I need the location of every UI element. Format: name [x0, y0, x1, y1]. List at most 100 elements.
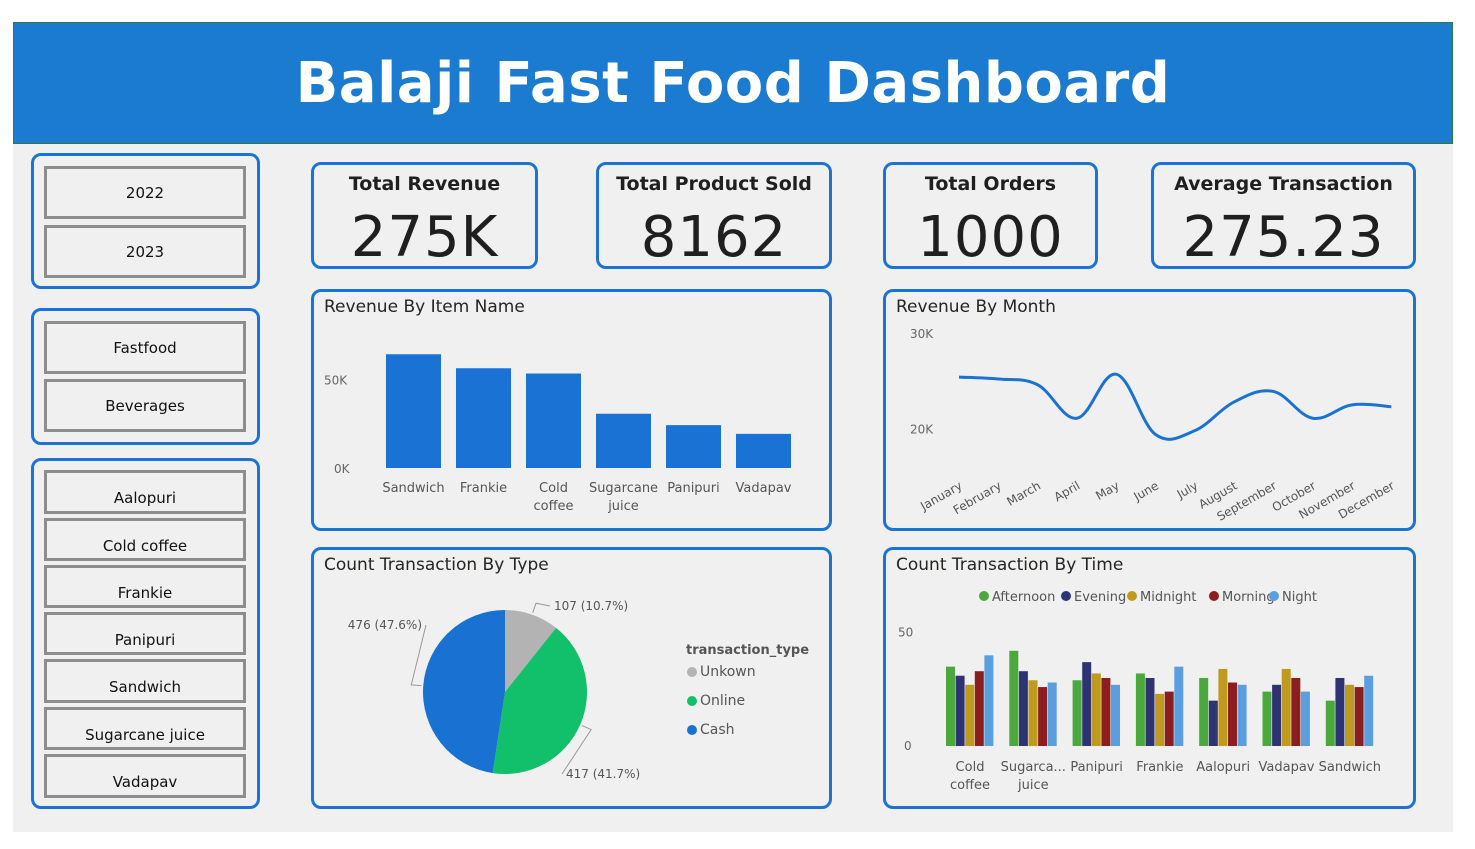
leader-line: [561, 725, 592, 775]
x-tick-label: Aalopuri: [1196, 760, 1250, 775]
legend-label: Evening: [1074, 590, 1126, 605]
bar: [1262, 691, 1272, 746]
item-cold-coffee-button[interactable]: Cold coffee: [44, 518, 246, 561]
item-name-slicer: Aalopuri Cold coffee Frankie Panipuri Sa…: [31, 458, 260, 809]
dashboard-header: Balaji Fast Food Dashboard: [13, 22, 1453, 144]
kpi-average-transaction-card: Average Transaction 275.23: [1151, 162, 1416, 270]
transaction-time-chart-panel: Count Transaction By Time 0 50 Afternoon Ev…: [883, 547, 1416, 809]
x-tick-label: juice: [1017, 778, 1049, 793]
bar: [1091, 673, 1101, 746]
bar: [736, 433, 791, 468]
bar: [1082, 662, 1092, 746]
x-tick-label: Sandwich: [1319, 760, 1381, 775]
legend-label: Cash: [700, 722, 735, 738]
series-line: [958, 372, 1392, 441]
data-label: 417 (41.7%): [566, 767, 640, 781]
y-tick-label: 0K: [334, 462, 351, 476]
chart-title: Count Transaction By Time: [896, 555, 1124, 575]
bar: [1345, 684, 1354, 746]
bar: [666, 425, 721, 468]
bar: [386, 354, 441, 468]
kpi-value: 275K: [350, 205, 499, 270]
bar: [1164, 691, 1174, 746]
x-tick-label: Panipuri: [1070, 760, 1123, 775]
x-tick-label: coffee: [950, 778, 990, 793]
kpi-value: 1000: [917, 205, 1064, 270]
bar: [1281, 668, 1291, 746]
legend-label: Midnight: [1140, 590, 1197, 605]
legend-marker: [1061, 591, 1071, 601]
year-2022-button[interactable]: 2022: [44, 166, 246, 219]
transaction-type-chart-panel: Count Transaction By Type 107 (10.7%) 417…: [311, 547, 832, 809]
kpi-label: Total Revenue: [348, 173, 501, 195]
item-aalopuri-button[interactable]: Aalopuri: [44, 470, 246, 514]
legend-marker: [687, 725, 697, 735]
bar: [1199, 678, 1209, 746]
bar: [1272, 684, 1282, 746]
bar: [965, 684, 975, 746]
bar: [1111, 684, 1120, 746]
y-tick-label: 20K: [910, 423, 934, 437]
x-tick-label: Frankie: [460, 481, 507, 496]
item-vadapav-button[interactable]: Vadapav: [44, 754, 246, 798]
bar: [1300, 691, 1310, 746]
bar: [1364, 675, 1374, 746]
pie-slice: [423, 610, 505, 774]
year-2023-button[interactable]: 2023: [44, 225, 246, 278]
y-tick-label: 50: [898, 626, 913, 640]
legend-marker: [979, 591, 989, 601]
revenue-by-item-chart: 0K 50K Sandwich Frankie Cold coffee Sugarcane j…: [324, 354, 792, 514]
item-type-beverages-button[interactable]: Beverages: [44, 379, 246, 432]
y-tick-label: 30K: [910, 327, 934, 341]
x-tick-label: Sugarca...: [1001, 760, 1066, 775]
bar: [1135, 673, 1145, 746]
legend-marker: [687, 696, 697, 706]
bar: [456, 368, 511, 468]
kpi-total-revenue-card: Total Revenue 275K: [311, 162, 538, 270]
bar: [974, 671, 984, 746]
bar: [1218, 668, 1228, 746]
y-tick-label: 50K: [324, 374, 348, 388]
bar: [1072, 680, 1082, 746]
bar: [1335, 678, 1345, 746]
chart-title: Revenue By Item Name: [324, 297, 525, 317]
legend-label: Night: [1282, 590, 1317, 605]
x-tick-label: Sugarcane: [589, 481, 658, 496]
bar: [1009, 650, 1019, 746]
kpi-label: Average Transaction: [1174, 173, 1393, 195]
chart-title: Count Transaction By Type: [324, 555, 549, 575]
bar: [1354, 687, 1364, 746]
revenue-by-item-chart-panel: Revenue By Item Name 0K 50K Sandwich Franki…: [311, 289, 832, 531]
x-tick-label: Sandwich: [382, 481, 444, 496]
bar: [1155, 693, 1165, 746]
bar: [1325, 700, 1335, 746]
bar: [1208, 700, 1218, 746]
bar: [946, 666, 955, 746]
year-slicer: 2022 2023: [31, 153, 260, 289]
bar: [596, 413, 651, 468]
x-tick-label: May: [1093, 478, 1121, 503]
kpi-value: 275.23: [1182, 205, 1385, 270]
item-sugarcane-juice-button[interactable]: Sugarcane juice: [44, 707, 246, 750]
data-label: 107 (10.7%): [554, 599, 628, 613]
kpi-label: Total Orders: [924, 173, 1057, 195]
data-label: 476 (47.6%): [348, 618, 422, 632]
legend-label: Morning: [1222, 590, 1275, 605]
bar: [1047, 682, 1057, 746]
bar: [984, 655, 994, 746]
chart-title: Revenue By Month: [896, 297, 1056, 317]
pie-slice: [505, 610, 557, 692]
item-type-fastfood-button[interactable]: Fastfood: [44, 321, 246, 374]
legend-marker: [1127, 591, 1137, 601]
item-sandwich-button[interactable]: Sandwich: [44, 659, 246, 703]
legend-marker: [687, 667, 697, 677]
kpi-total-orders-card: Total Orders 1000: [883, 162, 1098, 270]
item-panipuri-button[interactable]: Panipuri: [44, 612, 246, 655]
bar: [1101, 678, 1111, 746]
legend-marker: [1269, 591, 1279, 601]
item-type-slicer: Fastfood Beverages: [31, 308, 260, 445]
kpi-value: 8162: [640, 205, 788, 270]
item-frankie-button[interactable]: Frankie: [44, 565, 246, 608]
transaction-time-chart: 0 50 Afternoon Evening Midnight Morning Night C…: [898, 590, 1381, 793]
